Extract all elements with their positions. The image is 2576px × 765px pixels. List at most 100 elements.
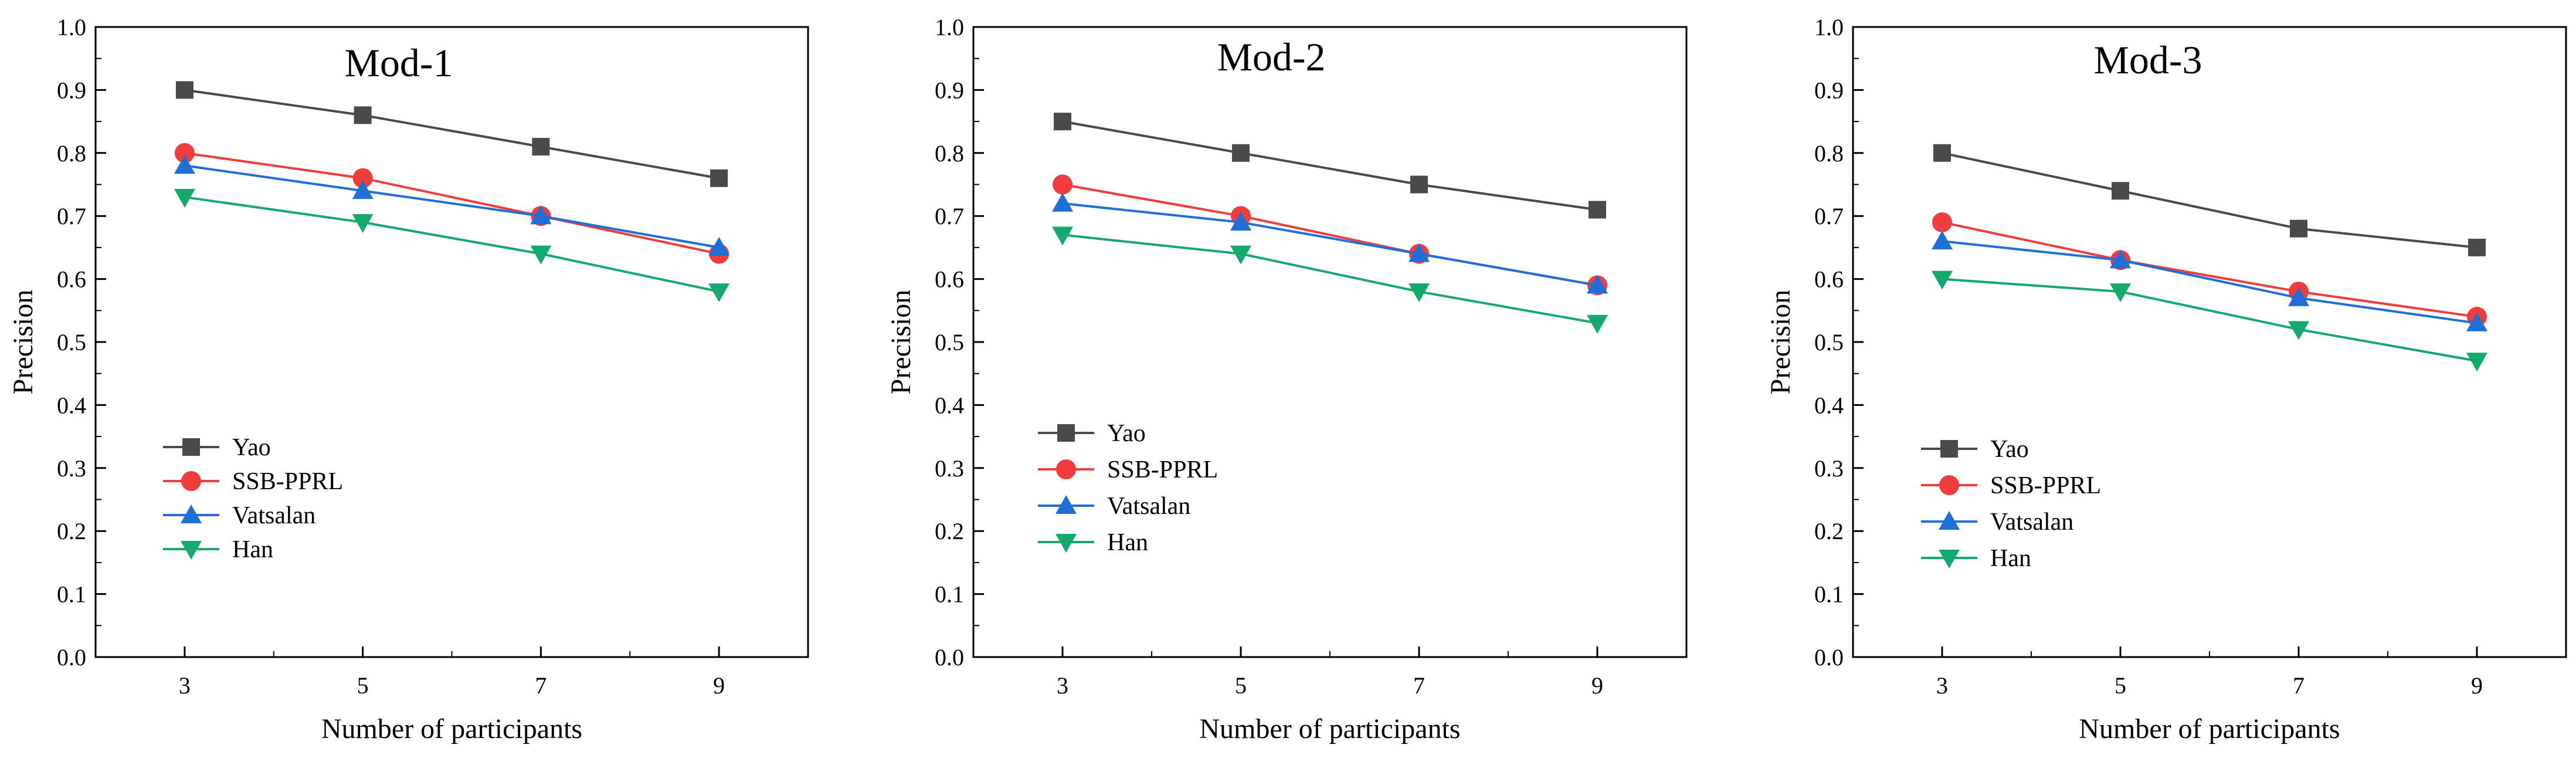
- y-tick-label: 0.9: [57, 77, 86, 103]
- series-line-ssb-pprl: [1942, 221, 2477, 319]
- y-tick-label: 0.4: [57, 392, 86, 418]
- data-point-yao: [2468, 238, 2486, 256]
- data-point-ssb-pprl: [352, 168, 373, 188]
- x-tick-label: 5: [357, 672, 369, 699]
- x-tick-label: 3: [1936, 672, 1948, 699]
- chart-title: Mod-2: [1217, 35, 1325, 79]
- y-tick-label: 0.4: [1814, 392, 1844, 418]
- legend-label-yao: Yao: [1990, 436, 2029, 463]
- data-point-vatsalan: [1932, 231, 1953, 250]
- y-tick-label: 0.6: [935, 266, 964, 293]
- y-tick-label: 0.4: [935, 392, 964, 418]
- legend-label-vatsalan: Vatsalan: [232, 502, 315, 529]
- legend-marker-yao: [1940, 440, 1958, 458]
- x-axis-title: Number of participants: [2079, 713, 2340, 744]
- data-point-vatsalan: [174, 155, 195, 174]
- data-point-han: [174, 188, 195, 208]
- legend-marker-vatsalan: [1939, 511, 1960, 530]
- data-point-han: [1052, 226, 1073, 246]
- y-tick-label: 0.8: [57, 140, 86, 167]
- legend: Yao SSB-PPRL Vatsalan Han: [1038, 420, 1218, 556]
- y-tick-label: 0.1: [1814, 581, 1844, 608]
- y-axis-title: Precision: [8, 290, 39, 395]
- y-tick-label: 0.3: [57, 455, 86, 482]
- y-axis-title: Precision: [885, 290, 917, 395]
- data-point-han: [1932, 270, 1953, 290]
- data-point-yao: [1232, 144, 1250, 162]
- data-point-ssb-pprl: [1932, 212, 1952, 232]
- legend: Yao SSB-PPRL Vatsalan Han: [163, 434, 343, 563]
- x-tick-label: 3: [179, 672, 191, 699]
- x-tick-label: 5: [2115, 672, 2126, 699]
- data-point-han: [352, 214, 374, 233]
- y-tick-label: 1.0: [57, 14, 86, 40]
- data-point-han: [530, 245, 552, 265]
- plot-frame: [1852, 26, 2567, 658]
- legend-marker-vatsalan: [1055, 495, 1077, 514]
- chart-title: Mod-3: [2093, 38, 2202, 82]
- data-point-yao: [1933, 144, 1951, 162]
- y-tick-label: 0.7: [935, 203, 964, 229]
- data-point-yao: [1054, 113, 1071, 131]
- data-point-yao: [532, 138, 550, 156]
- legend-label-han: Han: [1990, 545, 2031, 572]
- legend-marker-han: [181, 541, 202, 560]
- series-line-han: [1942, 277, 2477, 363]
- data-point-han: [2110, 283, 2131, 303]
- data-point-han: [1587, 314, 1608, 334]
- legend-marker-ssb-pprl: [1056, 459, 1076, 479]
- y-tick-label: 0.0: [1814, 644, 1844, 671]
- series-line-han: [1062, 233, 1598, 324]
- data-point-vatsalan: [530, 205, 552, 225]
- series-line-vatsalan: [1062, 202, 1598, 287]
- y-tick-label: 0.8: [1814, 140, 1844, 167]
- legend-label-han: Han: [1107, 529, 1148, 556]
- legend-label-ssb-pprl: SSB-PPRL: [232, 468, 343, 495]
- plot-frame: [972, 26, 1688, 658]
- data-point-han: [2288, 321, 2309, 340]
- data-point-yao: [2112, 182, 2129, 200]
- y-tick-label: 1.0: [935, 14, 964, 40]
- legend-label-yao: Yao: [1107, 420, 1146, 447]
- x-tick-label: 9: [2471, 672, 2483, 699]
- legend-marker-yao: [1057, 424, 1075, 442]
- legend-marker-ssb-pprl: [1939, 475, 1959, 495]
- data-point-vatsalan: [2110, 249, 2131, 269]
- plot-frame: [94, 26, 809, 658]
- data-point-vatsalan: [1052, 192, 1073, 212]
- x-tick-label: 9: [713, 672, 725, 699]
- legend-label-vatsalan: Vatsalan: [1990, 509, 2073, 536]
- legend-marker-han: [1939, 550, 1960, 568]
- y-tick-label: 0.5: [57, 329, 86, 356]
- y-tick-label: 0.6: [57, 266, 86, 293]
- data-point-vatsalan: [2466, 312, 2487, 331]
- data-point-ssb-pprl: [1053, 174, 1073, 195]
- legend-label-vatsalan: Vatsalan: [1107, 493, 1190, 520]
- data-point-vatsalan: [1230, 211, 1251, 231]
- data-point-vatsalan: [1587, 275, 1608, 294]
- chart-panel-3: 0.0 0.1 0.2 0.3 0.4 0.5 0.6 0.7 0.8 0.9 1.0 3 5 7 9 Num…: [1765, 14, 2567, 744]
- data-point-yao: [1589, 201, 1606, 219]
- legend-marker-han: [1055, 534, 1077, 553]
- x-tick-label: 7: [535, 672, 547, 699]
- series-line-yao: [184, 89, 719, 180]
- legend-marker-yao: [182, 438, 200, 456]
- series-line-vatsalan: [184, 164, 719, 249]
- x-tick-label: 3: [1057, 672, 1068, 699]
- chart-panel-2: 0.0 0.1 0.2 0.3 0.4 0.5 0.6 0.7 0.8 0.9 1.0 3 5 7 9 Num…: [885, 14, 1688, 744]
- data-point-vatsalan: [2288, 287, 2309, 306]
- series-line-yao: [1062, 120, 1598, 211]
- legend-marker-ssb-pprl: [181, 471, 201, 491]
- y-tick-label: 0.2: [57, 518, 86, 544]
- y-tick-label: 0.0: [57, 644, 86, 671]
- y-tick-label: 0.5: [935, 329, 964, 356]
- y-tick-label: 0.3: [935, 455, 964, 482]
- y-tick-label: 0.0: [935, 644, 964, 671]
- x-tick-label: 9: [1591, 672, 1603, 699]
- chart-panel-1: 0.0 0.1 0.2 0.3 0.4 0.5 0.6 0.7 0.8 0.9 1.0 3 5 7 9 Num…: [8, 14, 809, 744]
- data-point-han: [708, 283, 730, 303]
- x-tick-label: 7: [2293, 672, 2305, 699]
- y-tick-label: 0.7: [1814, 203, 1844, 229]
